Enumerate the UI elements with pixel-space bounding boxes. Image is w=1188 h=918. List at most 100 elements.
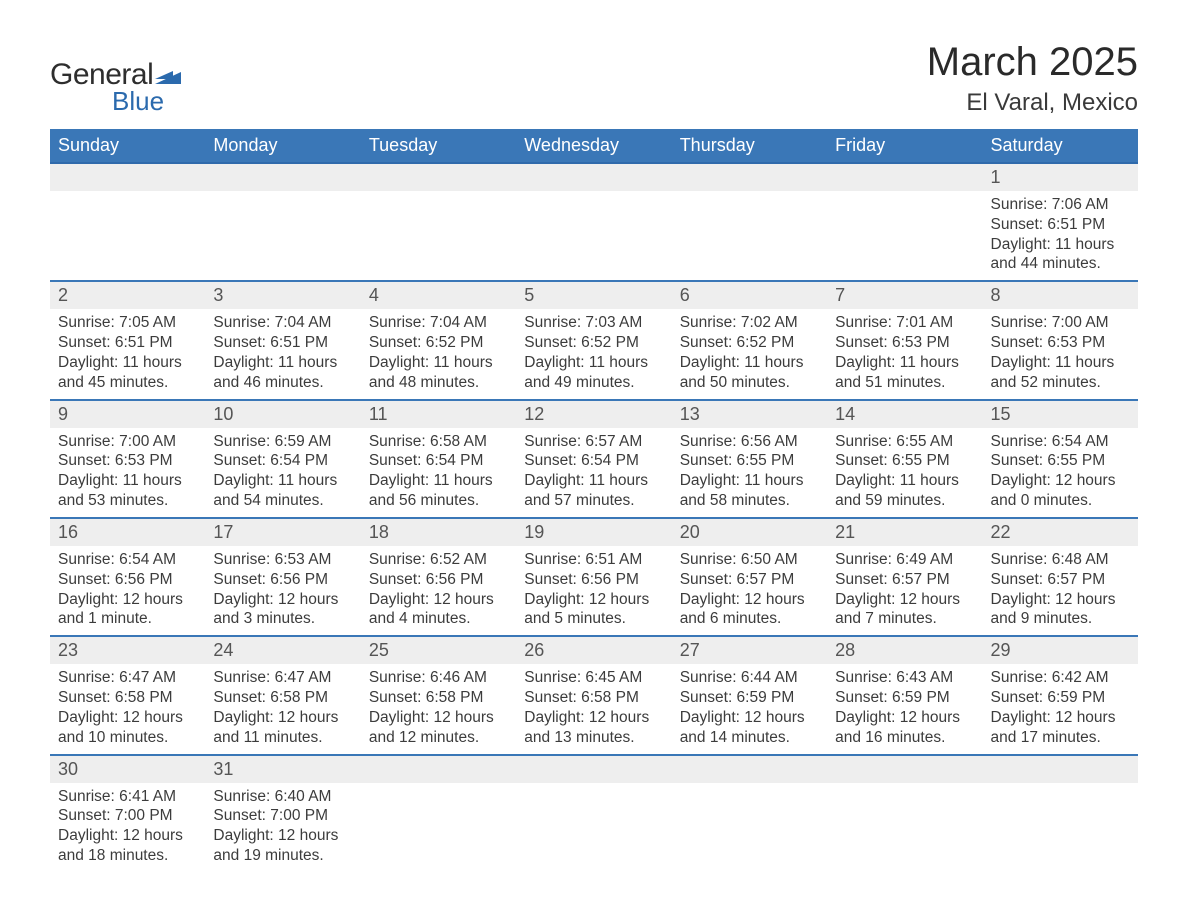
week-daynum-row: 9101112131415 bbox=[50, 400, 1138, 428]
day-number: 21 bbox=[827, 518, 982, 546]
day-detail: Sunrise: 6:51 AMSunset: 6:56 PMDaylight:… bbox=[516, 546, 671, 636]
day-number: 25 bbox=[361, 636, 516, 664]
sunrise-text: Sunrise: 6:51 AM bbox=[524, 550, 663, 570]
week-detail-row: Sunrise: 7:00 AMSunset: 6:53 PMDaylight:… bbox=[50, 428, 1138, 518]
month-title: March 2025 bbox=[927, 40, 1138, 85]
daylight-text: Daylight: 12 hours and 11 minutes. bbox=[213, 708, 352, 748]
sunrise-text: Sunrise: 6:59 AM bbox=[213, 432, 352, 452]
sunrise-text: Sunrise: 7:00 AM bbox=[58, 432, 197, 452]
header: General Blue March 2025 El Varal, Mexico bbox=[50, 40, 1138, 117]
weekday-header: Tuesday bbox=[361, 129, 516, 163]
day-number: 11 bbox=[361, 400, 516, 428]
daylight-text: Daylight: 12 hours and 4 minutes. bbox=[369, 590, 508, 630]
sunrise-text: Sunrise: 6:42 AM bbox=[991, 668, 1130, 688]
day-detail: Sunrise: 7:05 AMSunset: 6:51 PMDaylight:… bbox=[50, 309, 205, 399]
day-detail: Sunrise: 6:54 AMSunset: 6:55 PMDaylight:… bbox=[983, 428, 1138, 518]
sunrise-text: Sunrise: 6:50 AM bbox=[680, 550, 819, 570]
day-detail: Sunrise: 6:50 AMSunset: 6:57 PMDaylight:… bbox=[672, 546, 827, 636]
daylight-text: Daylight: 12 hours and 3 minutes. bbox=[213, 590, 352, 630]
day-detail: Sunrise: 6:44 AMSunset: 6:59 PMDaylight:… bbox=[672, 664, 827, 754]
day-number bbox=[672, 755, 827, 783]
day-number: 6 bbox=[672, 281, 827, 309]
calendar-table: Sunday Monday Tuesday Wednesday Thursday… bbox=[50, 129, 1138, 872]
sunrise-text: Sunrise: 6:48 AM bbox=[991, 550, 1130, 570]
sunset-text: Sunset: 6:56 PM bbox=[58, 570, 197, 590]
week-detail-row: Sunrise: 6:41 AMSunset: 7:00 PMDaylight:… bbox=[50, 783, 1138, 872]
weekday-header: Saturday bbox=[983, 129, 1138, 163]
day-number bbox=[983, 755, 1138, 783]
sunset-text: Sunset: 6:58 PM bbox=[58, 688, 197, 708]
sunrise-text: Sunrise: 6:57 AM bbox=[524, 432, 663, 452]
day-detail: Sunrise: 6:53 AMSunset: 6:56 PMDaylight:… bbox=[205, 546, 360, 636]
day-detail: Sunrise: 6:41 AMSunset: 7:00 PMDaylight:… bbox=[50, 783, 205, 872]
daylight-text: Daylight: 11 hours and 46 minutes. bbox=[213, 353, 352, 393]
day-detail: Sunrise: 6:57 AMSunset: 6:54 PMDaylight:… bbox=[516, 428, 671, 518]
day-detail: Sunrise: 7:02 AMSunset: 6:52 PMDaylight:… bbox=[672, 309, 827, 399]
day-detail: Sunrise: 7:04 AMSunset: 6:51 PMDaylight:… bbox=[205, 309, 360, 399]
sunset-text: Sunset: 6:56 PM bbox=[213, 570, 352, 590]
day-number: 29 bbox=[983, 636, 1138, 664]
sunrise-text: Sunrise: 6:58 AM bbox=[369, 432, 508, 452]
sunset-text: Sunset: 6:56 PM bbox=[369, 570, 508, 590]
sunset-text: Sunset: 6:58 PM bbox=[213, 688, 352, 708]
week-daynum-row: 23242526272829 bbox=[50, 636, 1138, 664]
week-detail-row: Sunrise: 7:06 AMSunset: 6:51 PMDaylight:… bbox=[50, 191, 1138, 281]
day-number: 12 bbox=[516, 400, 671, 428]
sunset-text: Sunset: 6:55 PM bbox=[991, 451, 1130, 471]
weekday-header: Monday bbox=[205, 129, 360, 163]
sunset-text: Sunset: 6:57 PM bbox=[991, 570, 1130, 590]
day-number: 15 bbox=[983, 400, 1138, 428]
day-number: 13 bbox=[672, 400, 827, 428]
daylight-text: Daylight: 11 hours and 58 minutes. bbox=[680, 471, 819, 511]
day-number: 22 bbox=[983, 518, 1138, 546]
day-detail bbox=[516, 783, 671, 872]
sunset-text: Sunset: 6:56 PM bbox=[524, 570, 663, 590]
daylight-text: Daylight: 12 hours and 14 minutes. bbox=[680, 708, 819, 748]
sunrise-text: Sunrise: 7:04 AM bbox=[369, 313, 508, 333]
sunset-text: Sunset: 6:52 PM bbox=[680, 333, 819, 353]
day-detail bbox=[827, 191, 982, 281]
week-daynum-row: 16171819202122 bbox=[50, 518, 1138, 546]
daylight-text: Daylight: 11 hours and 44 minutes. bbox=[991, 235, 1130, 275]
daylight-text: Daylight: 12 hours and 6 minutes. bbox=[680, 590, 819, 630]
day-number: 18 bbox=[361, 518, 516, 546]
day-detail: Sunrise: 6:47 AMSunset: 6:58 PMDaylight:… bbox=[50, 664, 205, 754]
weekday-header: Friday bbox=[827, 129, 982, 163]
week-detail-row: Sunrise: 6:54 AMSunset: 6:56 PMDaylight:… bbox=[50, 546, 1138, 636]
day-detail bbox=[983, 783, 1138, 872]
location: El Varal, Mexico bbox=[927, 89, 1138, 117]
daylight-text: Daylight: 11 hours and 48 minutes. bbox=[369, 353, 508, 393]
day-number bbox=[361, 755, 516, 783]
weekday-header: Sunday bbox=[50, 129, 205, 163]
sunset-text: Sunset: 7:00 PM bbox=[213, 806, 352, 826]
day-detail bbox=[827, 783, 982, 872]
day-detail bbox=[672, 191, 827, 281]
sunrise-text: Sunrise: 6:46 AM bbox=[369, 668, 508, 688]
daylight-text: Daylight: 12 hours and 9 minutes. bbox=[991, 590, 1130, 630]
day-number: 2 bbox=[50, 281, 205, 309]
sunrise-text: Sunrise: 7:05 AM bbox=[58, 313, 197, 333]
day-detail bbox=[50, 191, 205, 281]
day-detail bbox=[361, 783, 516, 872]
day-detail: Sunrise: 6:52 AMSunset: 6:56 PMDaylight:… bbox=[361, 546, 516, 636]
sunrise-text: Sunrise: 6:43 AM bbox=[835, 668, 974, 688]
day-number: 31 bbox=[205, 755, 360, 783]
day-detail: Sunrise: 6:43 AMSunset: 6:59 PMDaylight:… bbox=[827, 664, 982, 754]
day-detail bbox=[205, 191, 360, 281]
sunrise-text: Sunrise: 7:04 AM bbox=[213, 313, 352, 333]
sunrise-text: Sunrise: 6:53 AM bbox=[213, 550, 352, 570]
week-daynum-row: 3031 bbox=[50, 755, 1138, 783]
week-daynum-row: 2345678 bbox=[50, 281, 1138, 309]
sunrise-text: Sunrise: 6:54 AM bbox=[58, 550, 197, 570]
sunset-text: Sunset: 6:54 PM bbox=[213, 451, 352, 471]
day-detail: Sunrise: 7:03 AMSunset: 6:52 PMDaylight:… bbox=[516, 309, 671, 399]
sunset-text: Sunset: 6:53 PM bbox=[991, 333, 1130, 353]
daylight-text: Daylight: 12 hours and 13 minutes. bbox=[524, 708, 663, 748]
daylight-text: Daylight: 11 hours and 49 minutes. bbox=[524, 353, 663, 393]
day-detail bbox=[516, 191, 671, 281]
logo-text-blue: Blue bbox=[112, 86, 181, 117]
daylight-text: Daylight: 12 hours and 10 minutes. bbox=[58, 708, 197, 748]
sunrise-text: Sunrise: 7:02 AM bbox=[680, 313, 819, 333]
daylight-text: Daylight: 12 hours and 17 minutes. bbox=[991, 708, 1130, 748]
daylight-text: Daylight: 12 hours and 1 minute. bbox=[58, 590, 197, 630]
